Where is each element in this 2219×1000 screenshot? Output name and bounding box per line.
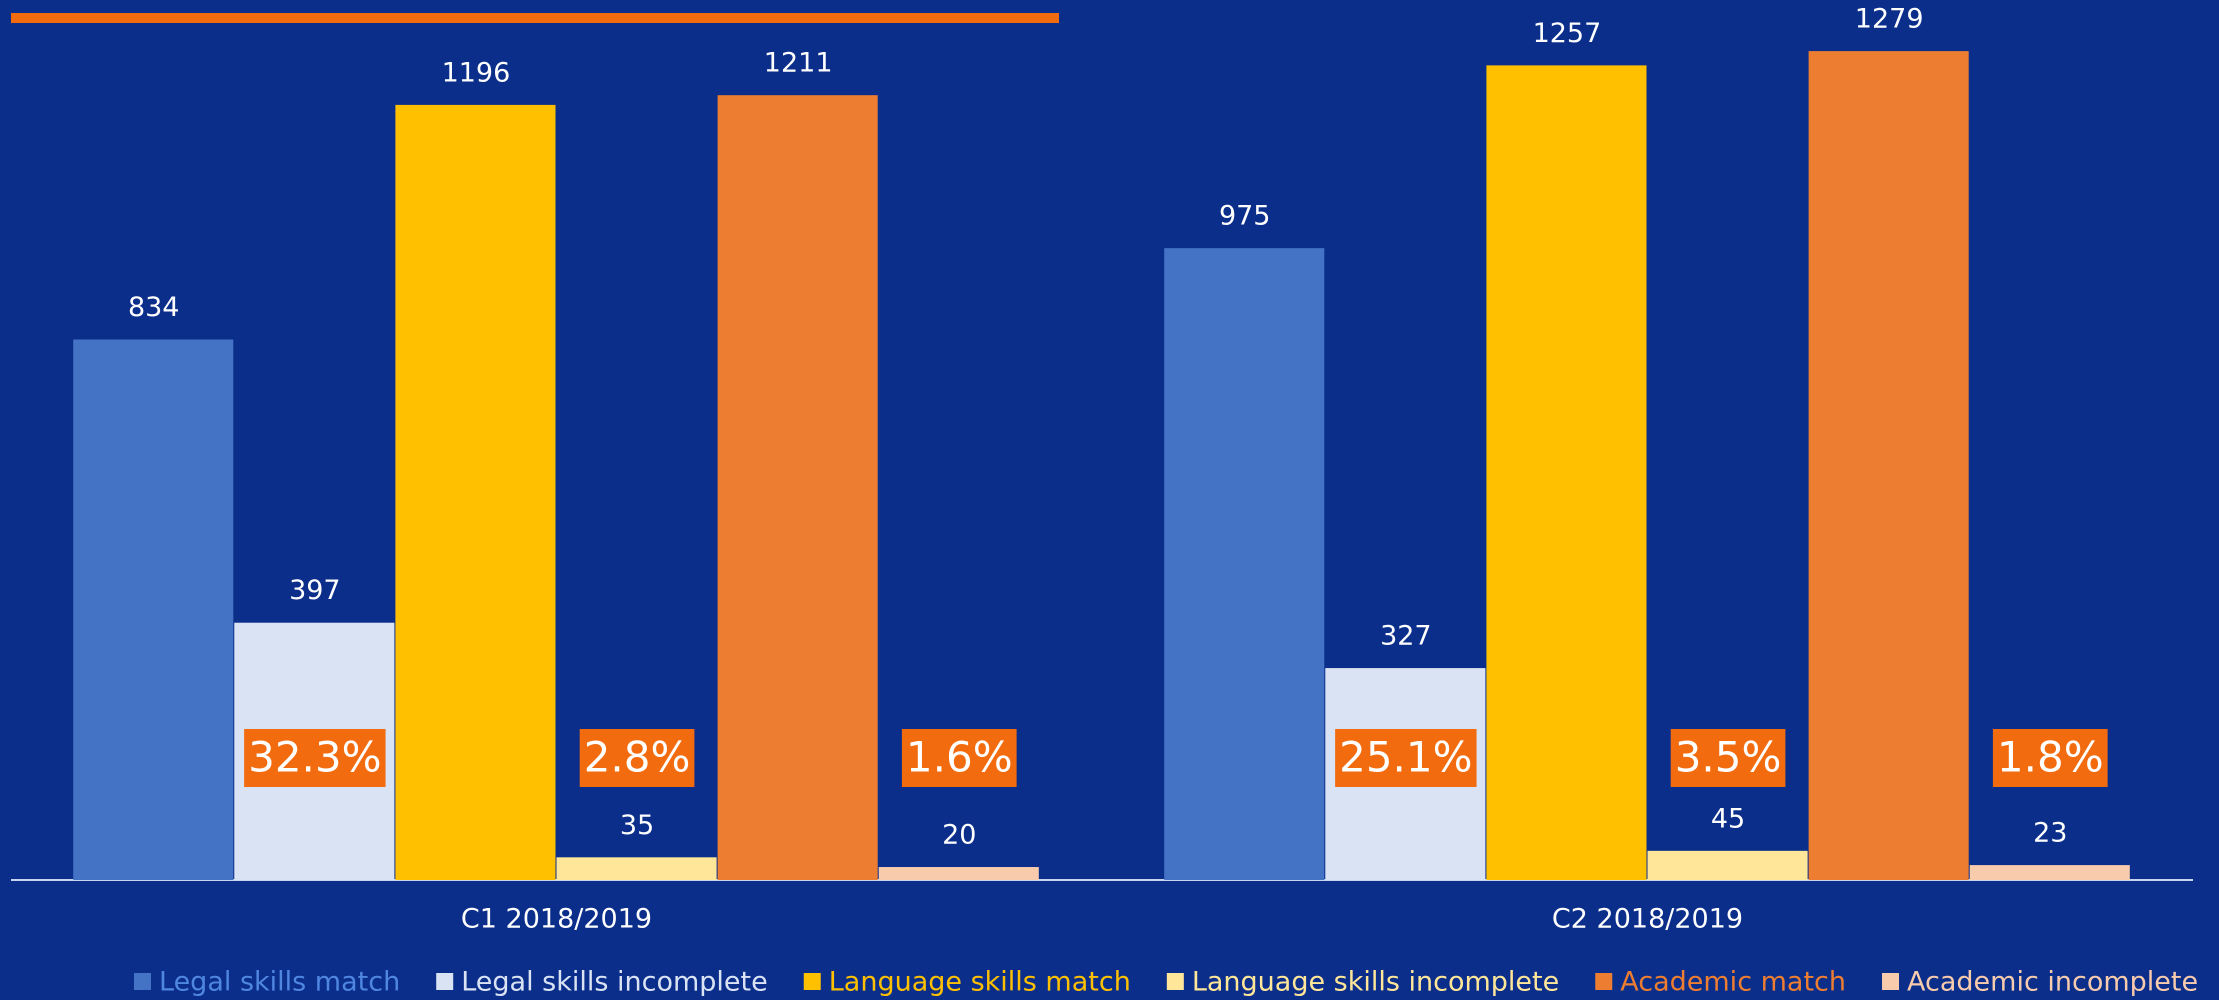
percent-annotation: 3.5%: [1675, 733, 1782, 782]
bar: [878, 867, 1039, 880]
legend-swatch: [1166, 973, 1184, 990]
legend-swatch: [803, 973, 821, 990]
percent-annotation: 32.3%: [248, 733, 381, 782]
legend-swatch: [134, 973, 151, 990]
annotation-box: [579, 729, 695, 787]
bar: [73, 339, 234, 880]
bar: [1164, 248, 1325, 880]
bar: [556, 857, 717, 880]
annotation-box: [1992, 729, 2108, 787]
value-label: 1196: [442, 57, 511, 88]
annotation-box: [901, 729, 1017, 787]
annotation-box: [1670, 729, 1786, 787]
percent-annotation: 1.6%: [906, 733, 1013, 782]
percent-annotation: 25.1%: [1339, 733, 1472, 782]
legend-label: Language skills incomplete: [1192, 967, 1559, 998]
accent-line: [11, 13, 1059, 23]
x-tick-label: C2 2018/2019: [1552, 904, 1743, 935]
value-label: 397: [289, 575, 341, 606]
annotation-box: [244, 729, 386, 787]
value-label: 35: [620, 810, 654, 841]
value-label: 975: [1219, 201, 1271, 232]
annotation-box: [1335, 729, 1477, 787]
legend-swatch: [1882, 973, 1900, 990]
value-label: 23: [2033, 818, 2067, 849]
value-label: 327: [1380, 621, 1432, 652]
value-label: 1257: [1533, 18, 1602, 49]
bar: [395, 104, 556, 880]
legend-label: Legal skills incomplete: [461, 967, 768, 998]
percent-annotation: 2.8%: [584, 733, 691, 782]
bar: [1808, 51, 1969, 880]
value-label: 45: [1711, 803, 1745, 834]
percent-annotation: 1.8%: [1997, 733, 2104, 782]
x-tick-label: C1 2018/2019: [461, 904, 652, 935]
legend-swatch: [436, 973, 454, 990]
legend-label: Academic incomplete: [1907, 967, 2198, 998]
bar: [1647, 850, 1808, 880]
bar: [1486, 65, 1647, 880]
bar: [717, 95, 878, 881]
value-label: 834: [128, 292, 180, 323]
bar: [1969, 865, 2130, 880]
legend-swatch: [1595, 973, 1613, 990]
value-label: 20: [942, 820, 976, 851]
value-label: 1211: [764, 48, 833, 79]
legend-label: Legal skills match: [159, 967, 400, 998]
legend-label: Language skills match: [829, 967, 1131, 998]
legend-label: Academic match: [1620, 967, 1846, 998]
value-label: 1279: [1855, 4, 1924, 35]
